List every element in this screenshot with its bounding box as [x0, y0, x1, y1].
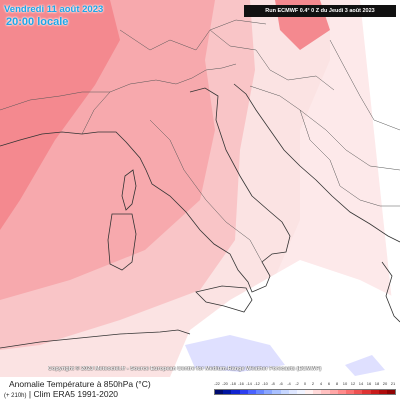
- legend-swatch: [272, 390, 281, 394]
- legend-swatch: [255, 390, 265, 394]
- forecast-date-label: Vendredi 11 août 2023: [4, 4, 104, 15]
- anomaly-zone-west-deep: [0, 0, 120, 230]
- map-subtitle: (+ 210h) | Clim ERA5 1991-2020: [4, 389, 118, 399]
- legend-swatch: [215, 390, 224, 394]
- anomaly-map: Vendredi 11 août 2023 20:00 locale Run E…: [0, 0, 400, 377]
- legend-swatch: [280, 390, 289, 394]
- legend-swatch: [386, 390, 396, 394]
- legend-label: 0: [303, 381, 307, 386]
- coast-italy-peninsula: [81, 87, 291, 293]
- coast-france-south: [0, 131, 83, 147]
- anomaly-zone-south-cool: [185, 335, 285, 372]
- legend-swatch: [378, 390, 387, 394]
- legend-label: -4: [287, 381, 291, 386]
- border-italy-inner: [149, 119, 263, 263]
- legend-swatch: [362, 390, 371, 394]
- anomaly-zone-balkans-neutral: [290, 0, 400, 377]
- anomaly-map-graphic: [0, 0, 400, 377]
- legend-swatch: [305, 390, 314, 394]
- color-scale-legend: -22 -20 -18 -16 -14 -12 -10 -8 -6 -4 -2 0 2 4 6 8 10 12 14…: [214, 381, 396, 397]
- legend-label: 2: [311, 381, 315, 386]
- legend-label: 8: [335, 381, 339, 386]
- legend-label: -8: [271, 381, 275, 386]
- legend-swatch: [231, 390, 240, 394]
- legend-swatch: [239, 390, 248, 394]
- legend-label: 14: [358, 381, 364, 386]
- legend-label: -12: [254, 381, 260, 386]
- legend-label: -6: [279, 381, 283, 386]
- legend-label: -2: [295, 381, 299, 386]
- border-balkans-2: [299, 109, 400, 207]
- coast-corsica: [121, 169, 137, 211]
- legend-label: -18: [230, 381, 236, 386]
- legend-swatch: [288, 390, 297, 394]
- border-alpine-regions: [209, 29, 335, 91]
- map-climatology: | Clim ERA5 1991-2020: [28, 389, 119, 399]
- country-borders: [0, 19, 400, 263]
- coastlines: [0, 83, 400, 349]
- coast-sicily: [195, 285, 253, 313]
- border-balkans-1: [249, 85, 400, 171]
- legend-swatch: [337, 390, 346, 394]
- coast-adriatic-east: [233, 83, 400, 243]
- legend-label: -16: [238, 381, 244, 386]
- legend-label: -20: [222, 381, 228, 386]
- map-footer: Anomalie Température à 850hPa (°C) (+ 21…: [0, 377, 400, 400]
- border-balkans-3: [329, 39, 400, 131]
- legend-label: 20: [382, 381, 388, 386]
- map-forecast-hour: (+ 210h): [4, 393, 27, 399]
- map-title: Anomalie Température à 850hPa (°C): [9, 379, 151, 389]
- border-france: [0, 91, 110, 111]
- legend-swatch: [354, 390, 363, 394]
- legend-swatch: [313, 390, 322, 394]
- legend-swatch: [370, 390, 379, 394]
- legend-swatch: [321, 390, 330, 394]
- legend-label: 6: [327, 381, 331, 386]
- border-alps: [81, 63, 237, 135]
- legend-label: 4: [319, 381, 323, 386]
- legend-label: 21: [390, 381, 396, 386]
- forecast-time-label: 20:00 locale: [6, 16, 69, 28]
- legend-swatch: [346, 390, 355, 394]
- anomaly-zone-se-cool: [345, 355, 385, 376]
- legend-swatch: [247, 390, 256, 394]
- copyright-notice: Copyright © 2023 Meteociel.fr - Source E…: [48, 366, 322, 372]
- border-north-regions: [119, 19, 267, 51]
- legend-label: 18: [374, 381, 380, 386]
- legend-swatch: [223, 390, 232, 394]
- model-run-banner: Run ECMWF 0.4° 0 Z du Jeudi 3 août 2023: [244, 5, 396, 17]
- legend-label: 10: [342, 381, 348, 386]
- legend-label: 16: [366, 381, 372, 386]
- legend-label: -22: [214, 381, 220, 386]
- anomaly-shading: [0, 0, 400, 377]
- coast-africa: [0, 329, 191, 349]
- coast-greece: [381, 261, 400, 323]
- legend-color-bar: [214, 389, 396, 395]
- coast-sardinia: [107, 213, 137, 271]
- legend-labels: -22 -20 -18 -16 -14 -12 -10 -8 -6 -4 -2 0 2 4 6 8 10 12 14…: [214, 381, 396, 388]
- legend-swatch: [296, 390, 306, 394]
- legend-label: -14: [246, 381, 252, 386]
- legend-label: 12: [350, 381, 356, 386]
- legend-label: -10: [262, 381, 268, 386]
- legend-swatch: [264, 390, 273, 394]
- legend-swatch: [329, 390, 338, 394]
